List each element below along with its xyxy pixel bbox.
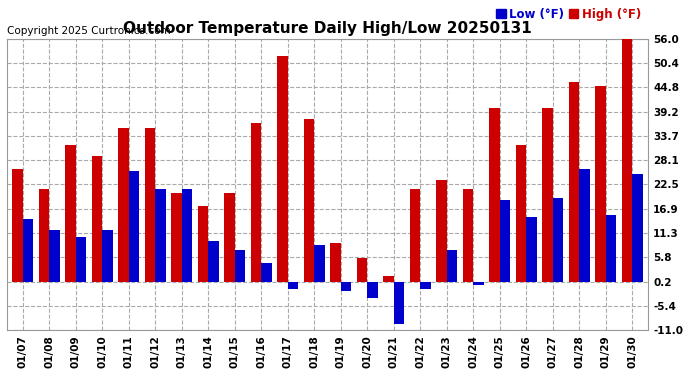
Bar bbox=[569, 82, 580, 282]
Bar bbox=[632, 174, 643, 282]
Bar bbox=[315, 245, 325, 282]
Bar bbox=[526, 217, 537, 282]
Bar bbox=[463, 189, 473, 282]
Bar bbox=[304, 119, 315, 282]
Bar bbox=[76, 237, 86, 282]
Bar bbox=[331, 243, 341, 282]
Title: Outdoor Temperature Daily High/Low 20250131: Outdoor Temperature Daily High/Low 20250… bbox=[124, 21, 532, 36]
Bar bbox=[182, 189, 193, 282]
Bar bbox=[198, 206, 208, 282]
Bar bbox=[50, 230, 60, 282]
Bar bbox=[171, 193, 182, 282]
Bar bbox=[118, 128, 129, 282]
Bar bbox=[250, 123, 262, 282]
Bar bbox=[580, 169, 590, 282]
Bar bbox=[489, 108, 500, 282]
Bar bbox=[447, 250, 457, 282]
Bar bbox=[357, 258, 367, 282]
Bar bbox=[155, 189, 166, 282]
Bar bbox=[23, 219, 33, 282]
Bar bbox=[92, 156, 102, 282]
Bar bbox=[12, 169, 23, 282]
Bar bbox=[420, 282, 431, 289]
Bar bbox=[500, 200, 511, 282]
Bar bbox=[622, 39, 632, 282]
Bar bbox=[129, 171, 139, 282]
Bar bbox=[394, 282, 404, 324]
Bar bbox=[262, 263, 272, 282]
Bar bbox=[515, 145, 526, 282]
Bar bbox=[39, 189, 50, 282]
Bar bbox=[410, 189, 420, 282]
Bar bbox=[595, 87, 606, 282]
Text: Copyright 2025 Curtronics.com: Copyright 2025 Curtronics.com bbox=[7, 26, 170, 36]
Bar bbox=[224, 193, 235, 282]
Bar bbox=[542, 108, 553, 282]
Bar bbox=[606, 215, 616, 282]
Legend: Low (°F), High (°F): Low (°F), High (°F) bbox=[495, 6, 642, 22]
Bar bbox=[235, 250, 246, 282]
Bar bbox=[473, 282, 484, 285]
Bar bbox=[288, 282, 298, 289]
Bar bbox=[208, 241, 219, 282]
Bar bbox=[553, 198, 564, 282]
Bar bbox=[277, 56, 288, 282]
Bar bbox=[341, 282, 351, 291]
Bar bbox=[383, 276, 394, 282]
Bar bbox=[102, 230, 113, 282]
Bar bbox=[66, 145, 76, 282]
Bar bbox=[367, 282, 378, 298]
Bar bbox=[145, 128, 155, 282]
Bar bbox=[436, 180, 447, 282]
